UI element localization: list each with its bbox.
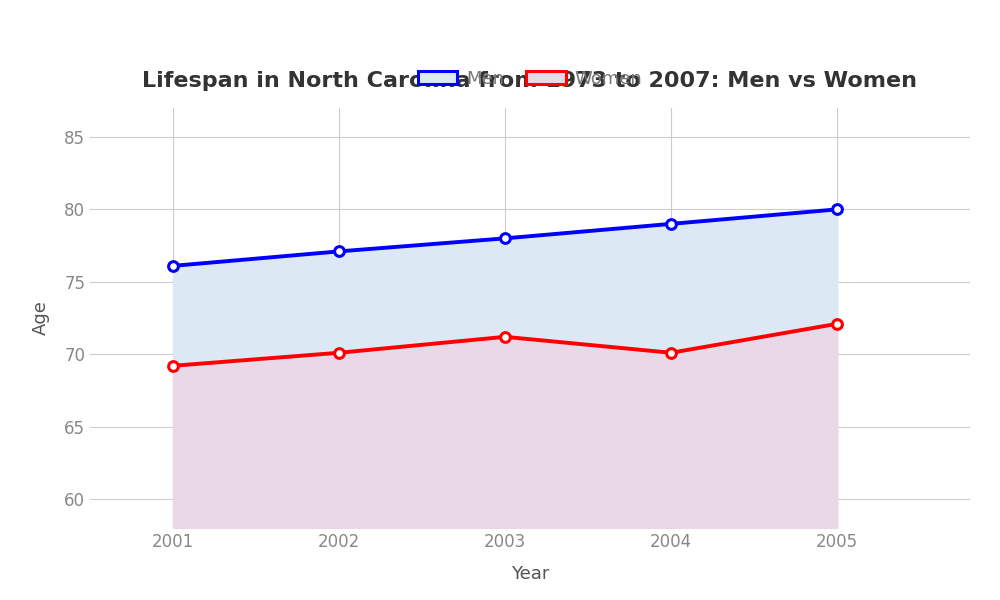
Title: Lifespan in North Carolina from 1973 to 2007: Men vs Women: Lifespan in North Carolina from 1973 to … (143, 71, 918, 91)
Legend: Men, Women: Men, Women (410, 62, 650, 95)
X-axis label: Year: Year (511, 565, 549, 583)
Y-axis label: Age: Age (32, 301, 50, 335)
